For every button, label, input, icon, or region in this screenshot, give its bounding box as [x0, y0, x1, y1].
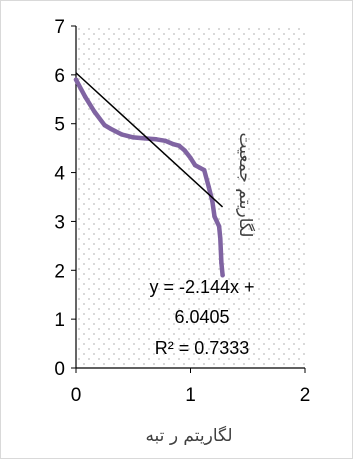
series-point: [163, 138, 168, 144]
series-point: [153, 137, 159, 142]
series-point: [176, 143, 182, 148]
y-axis-title: لگاریتم جمعیت: [235, 133, 256, 238]
y-tick-label: 5: [54, 115, 65, 136]
trendline: [75, 72, 224, 208]
series-point: [192, 163, 198, 168]
series-point: [102, 122, 107, 128]
series-point: [210, 198, 215, 204]
plot-area: [76, 26, 305, 368]
series-point: [202, 167, 207, 173]
y-tick-label: 7: [54, 17, 65, 38]
series-point: [188, 155, 193, 161]
y-tick-label: 2: [54, 261, 65, 282]
trendline-equation-line-2: 6.0405: [174, 307, 229, 327]
y-tick-label: 3: [54, 212, 65, 233]
series-point: [212, 214, 217, 219]
series-point: [92, 109, 97, 114]
series-point: [108, 126, 113, 131]
x-tick-label: 0: [71, 385, 82, 406]
series-points: [73, 77, 225, 278]
trendline-r2-label: R² = 0.7333: [155, 338, 250, 358]
series-point: [220, 272, 225, 278]
y-tick-label: 1: [54, 310, 65, 331]
series-point: [119, 132, 125, 137]
series-point: [214, 219, 220, 224]
series-point: [197, 165, 202, 170]
series-point: [219, 260, 224, 266]
x-axis-title: لگاریتم ر تبه: [145, 425, 232, 446]
series-point: [218, 236, 223, 241]
series-point: [216, 224, 222, 229]
series-point: [131, 135, 136, 140]
x-tick-label: 2: [300, 385, 311, 406]
y-tick-label: 0: [54, 359, 65, 380]
series-point: [73, 77, 79, 82]
trendline-equation-line-1: y = -2.144x +: [149, 277, 254, 297]
y-tick-label: 4: [54, 164, 65, 185]
series-point: [206, 185, 212, 190]
y-tick-labels: 0 1 2 3 4 5 6 7: [54, 17, 76, 380]
series-point: [171, 142, 176, 147]
y-tick-label: 6: [54, 66, 65, 87]
series-point: [82, 94, 88, 100]
x-tick-labels: 0 1 2: [71, 368, 311, 406]
series-point: [182, 148, 187, 153]
x-tick-label: 1: [185, 385, 196, 406]
